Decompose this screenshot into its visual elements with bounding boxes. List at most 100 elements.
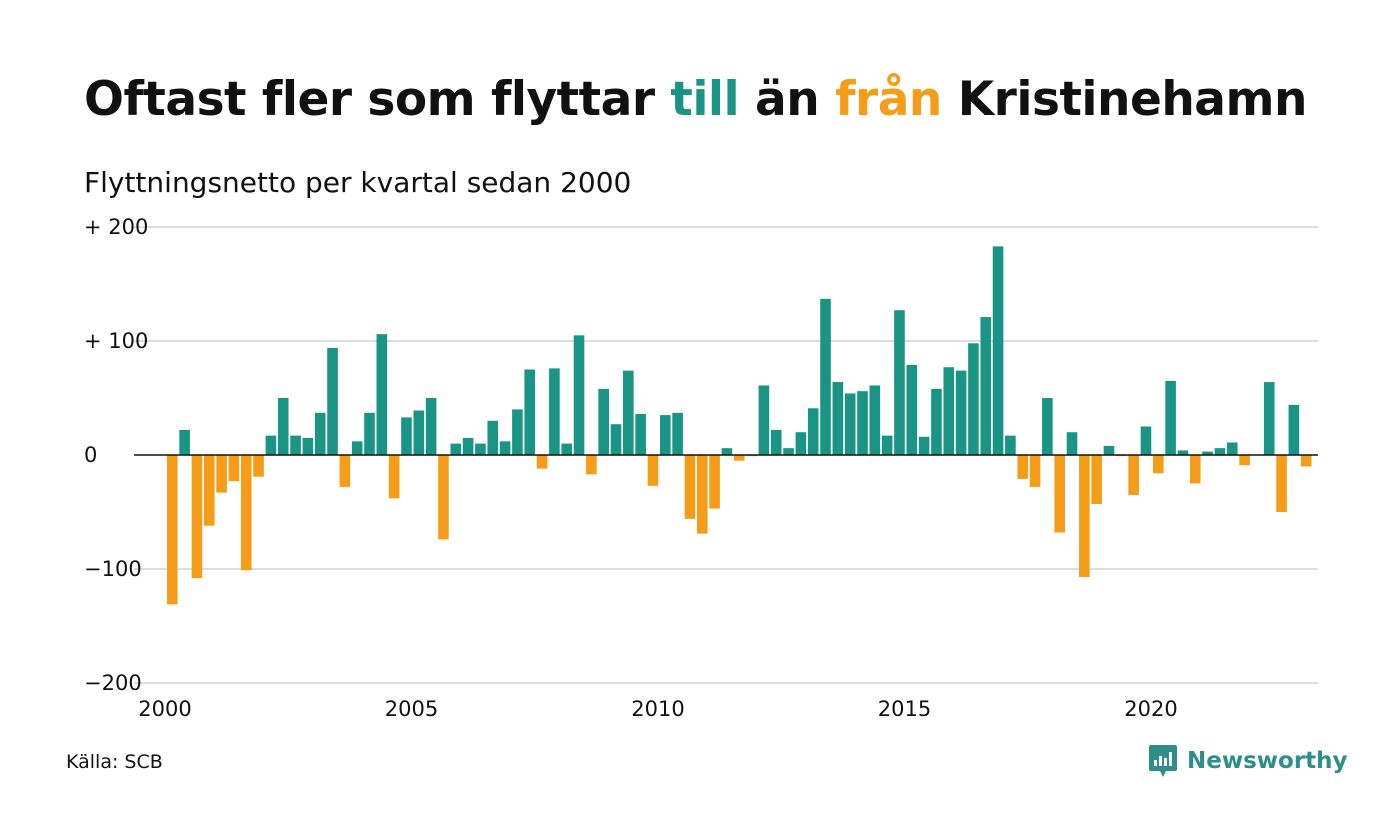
bar [351, 441, 363, 455]
bar [635, 413, 646, 455]
bar [832, 382, 844, 455]
bar [549, 368, 560, 455]
bar [536, 455, 548, 469]
bar [684, 455, 696, 519]
bar [1288, 404, 1300, 455]
bar [1263, 382, 1275, 455]
bar [413, 410, 425, 455]
bar [647, 455, 659, 486]
title-part-5: Kristinehamn [941, 72, 1308, 127]
bar [992, 246, 1004, 455]
bar [1177, 450, 1189, 455]
bar [290, 435, 301, 455]
bar [598, 388, 609, 455]
bar [807, 408, 819, 455]
bar [1226, 442, 1238, 455]
bar [1066, 432, 1078, 455]
bar [327, 347, 338, 455]
bar [240, 455, 252, 571]
bar [610, 424, 622, 455]
bar [820, 298, 831, 455]
bar [795, 432, 807, 455]
bar [980, 317, 992, 455]
x-tick-label: 2005 [385, 697, 438, 721]
bar [955, 370, 967, 455]
bar [881, 435, 893, 455]
bar [1079, 455, 1090, 577]
bar [487, 420, 499, 455]
bar [783, 448, 794, 455]
bar [388, 455, 400, 499]
bar [1300, 455, 1312, 467]
bars [167, 246, 1312, 605]
bar [438, 455, 449, 540]
bar [364, 412, 375, 455]
bar [401, 417, 412, 455]
x-tick-label: 2015 [878, 697, 931, 721]
bar [339, 455, 351, 487]
y-tick-label: 0 [84, 443, 97, 467]
bar [524, 369, 536, 455]
bar [1091, 455, 1102, 505]
bar [1239, 455, 1250, 466]
bar [844, 393, 856, 455]
brand-name: Newsworthy [1187, 748, 1348, 774]
bar [203, 455, 215, 526]
x-tick-label: 2010 [631, 697, 684, 721]
title-highlight-till: till [670, 72, 740, 127]
grid-lines [134, 226, 1318, 684]
bar [709, 455, 720, 509]
bar [1029, 455, 1041, 487]
bar-chart: + 200 + 100 0 −100 −200 2000 2005 2010 2015 2020 [84, 215, 1318, 721]
bar [1128, 455, 1139, 495]
bar [314, 412, 326, 455]
bar [425, 398, 437, 455]
bar [1153, 455, 1164, 474]
bar [462, 437, 474, 455]
y-tick-label: + 100 [84, 329, 148, 353]
brand-logo: Newsworthy [1148, 744, 1348, 778]
bar [499, 441, 511, 455]
bar [1140, 426, 1152, 455]
bar [758, 385, 770, 455]
bar [770, 429, 782, 455]
title-part-3: än [739, 72, 836, 127]
chart-subtitle: Flyttningsnetto per kvartal sedan 2000 [84, 166, 632, 199]
bar [277, 398, 289, 455]
bar [1054, 455, 1065, 533]
bar [586, 455, 597, 475]
bar [253, 455, 264, 477]
bar [857, 391, 868, 455]
bar [660, 415, 671, 455]
bar [512, 409, 523, 455]
bar [265, 435, 277, 455]
bar [1214, 448, 1226, 455]
bar [228, 455, 240, 482]
bar [943, 367, 955, 455]
bar [1202, 451, 1213, 455]
bar [623, 370, 634, 455]
x-axis-ticks: 2000 2005 2010 2015 2020 [138, 697, 1177, 721]
bar [1042, 398, 1053, 455]
bar [1276, 455, 1287, 512]
bar [216, 455, 227, 493]
newsworthy-logo-icon [1149, 745, 1177, 777]
bar [733, 455, 745, 461]
bar [179, 429, 190, 455]
bar [721, 448, 733, 455]
x-tick-label: 2020 [1124, 697, 1177, 721]
title-part-1: Oftast fler som flyttar [84, 72, 671, 127]
bar [561, 443, 572, 455]
x-tick-label: 2000 [138, 697, 191, 721]
bar [475, 443, 486, 455]
bar [450, 443, 462, 455]
y-tick-label: −100 [84, 557, 142, 581]
bar [894, 310, 905, 455]
title-highlight-fran: från [835, 72, 942, 127]
chart-title: Oftast fler som flyttar till än från Kri… [84, 72, 1307, 127]
y-tick-label: + 200 [84, 215, 148, 239]
bar [191, 455, 203, 579]
y-tick-label: −200 [84, 671, 142, 695]
bar [376, 334, 388, 455]
bar [696, 455, 708, 534]
